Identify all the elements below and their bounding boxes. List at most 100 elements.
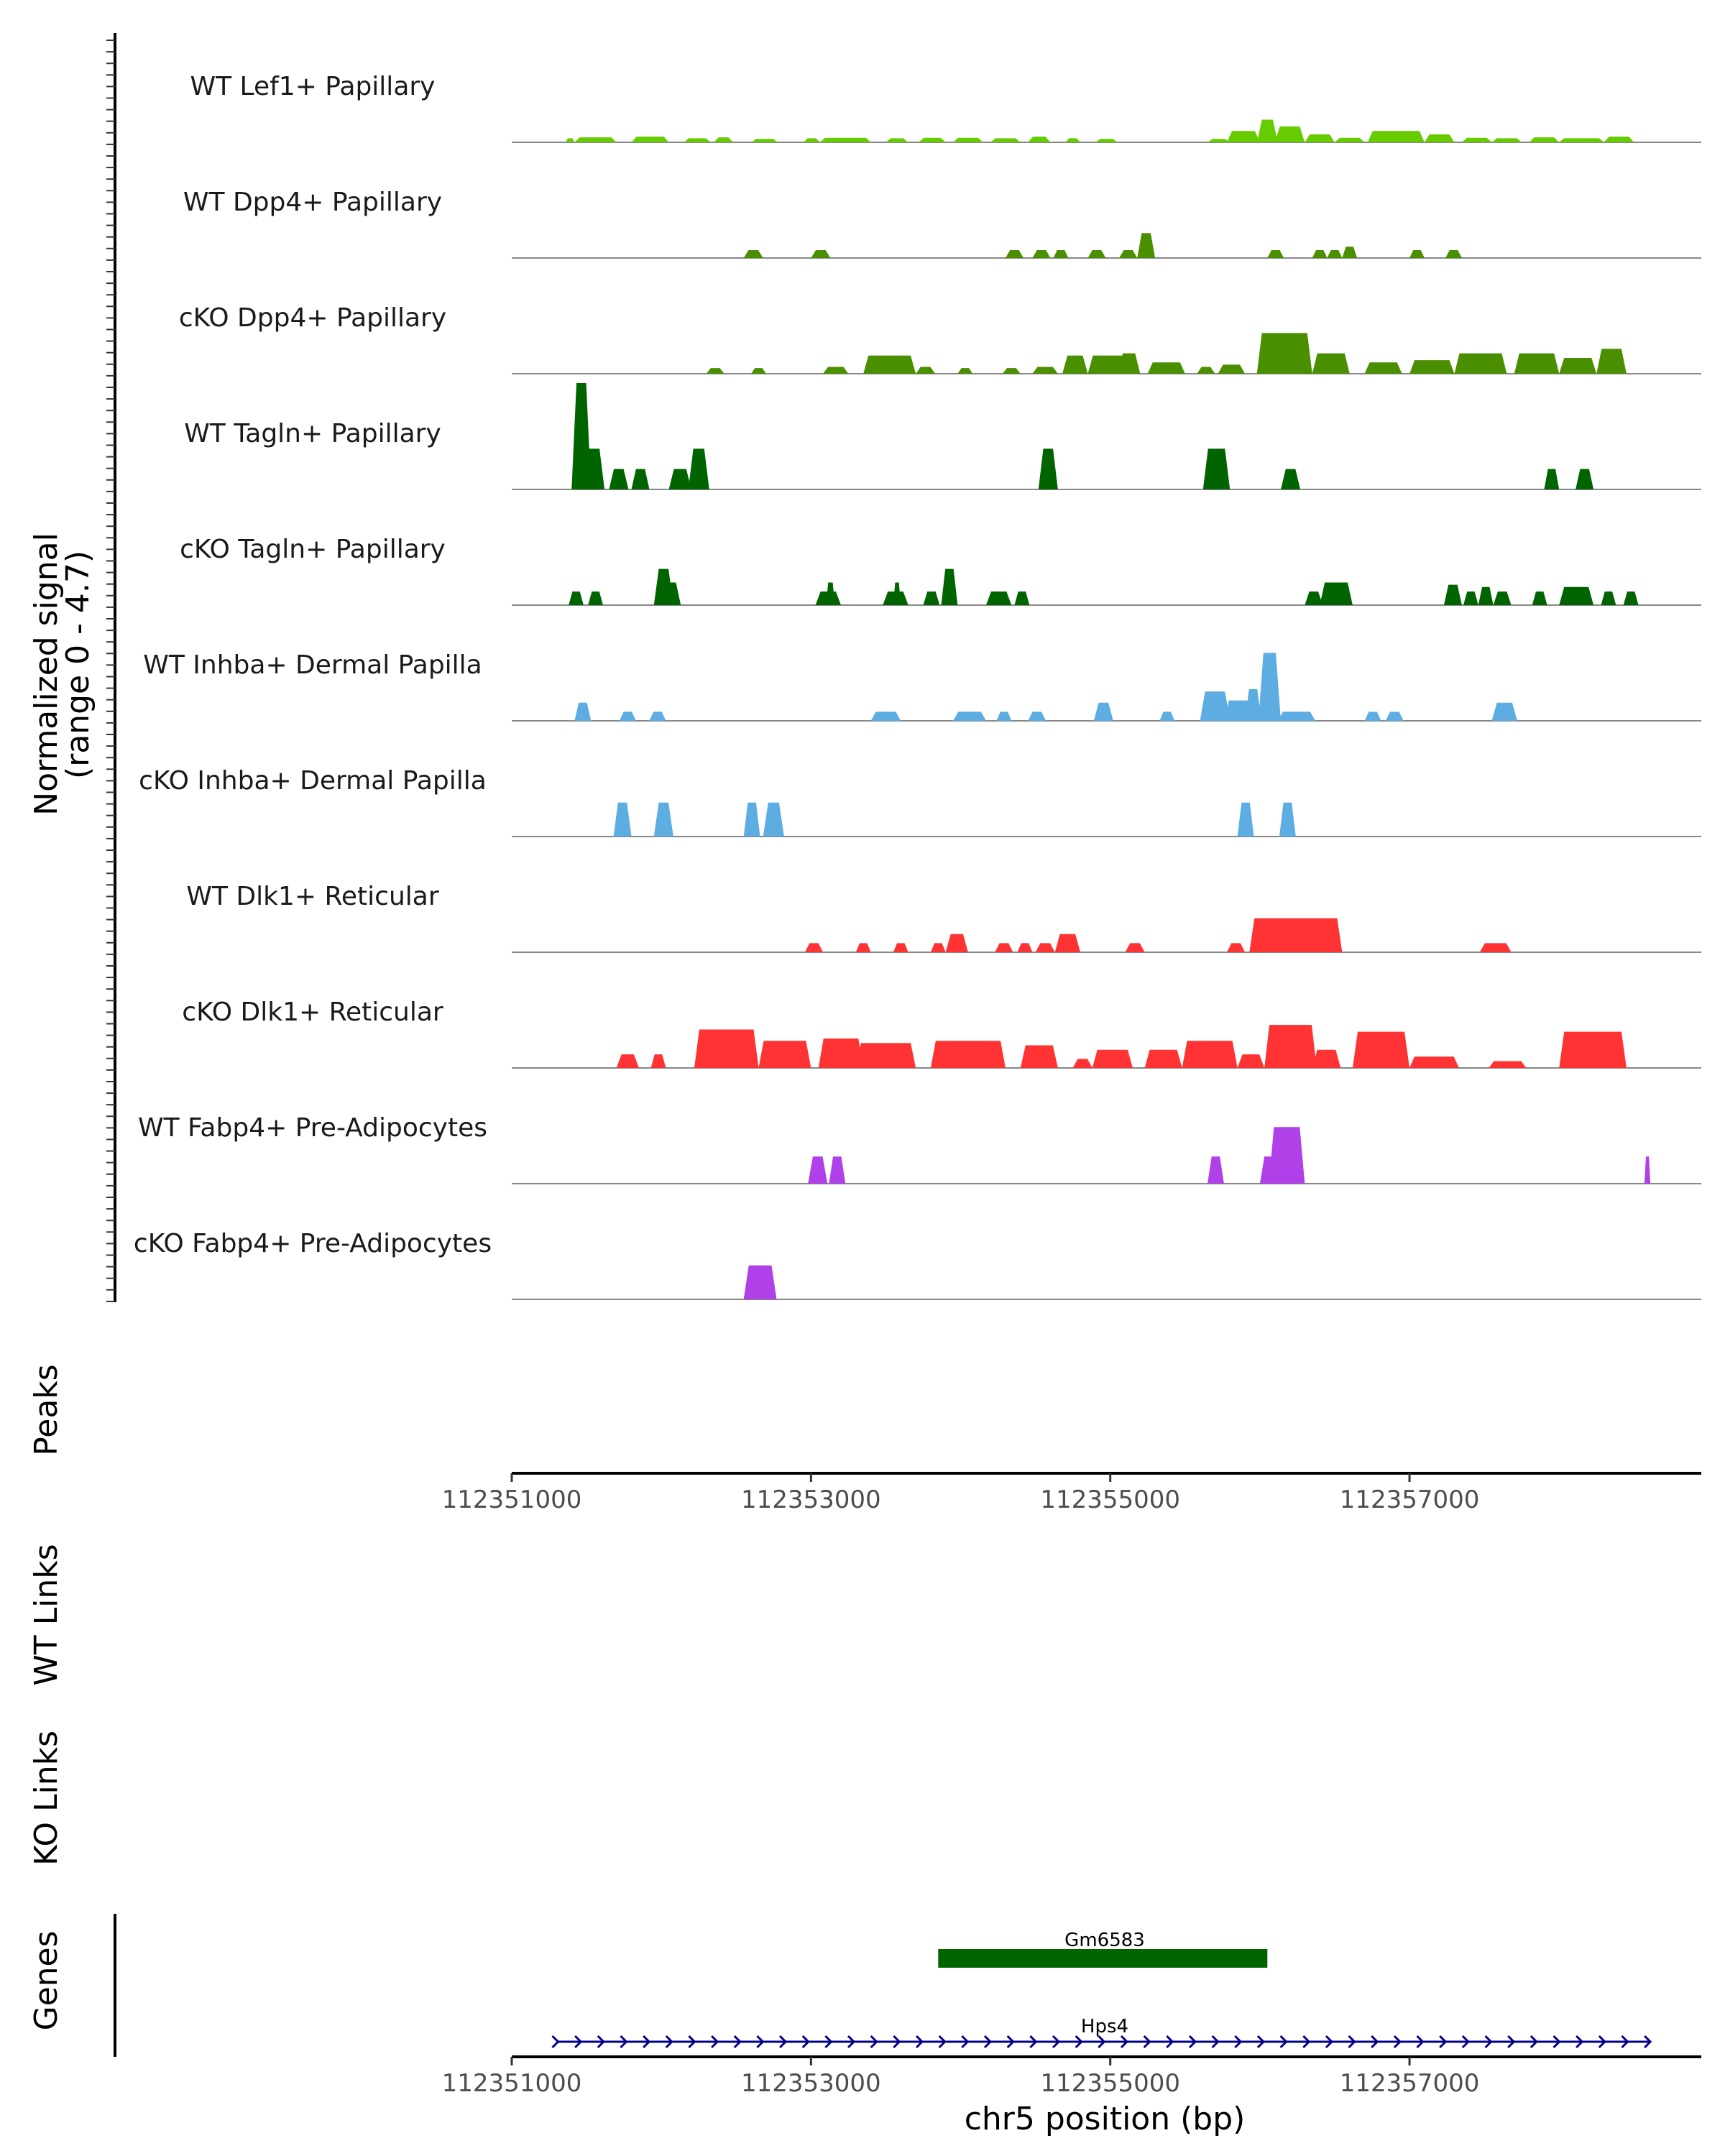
strand-arrow: [1348, 2035, 1356, 2049]
signal-peak: [893, 943, 908, 952]
track-0: WT Lef1+ Papillary: [190, 72, 1701, 143]
signal-peak: [616, 1054, 639, 1068]
signal-peak: [714, 137, 734, 142]
signal-peak: [1237, 1054, 1265, 1068]
signal-peak: [751, 368, 766, 374]
signal-peak: [1218, 364, 1246, 374]
signal-peak: [613, 802, 632, 837]
signal-y-ticks: [106, 40, 115, 1302]
signal-peak: [870, 711, 901, 721]
signal-peak: [1093, 702, 1113, 721]
signal-peak: [1491, 702, 1517, 721]
signal-peak: [811, 249, 831, 258]
signal-peak: [1461, 137, 1492, 142]
signal-peak: [1544, 469, 1560, 489]
signal-peak: [1065, 138, 1081, 142]
strand-arrow: [620, 2035, 628, 2049]
signal-peak: [805, 943, 824, 952]
signal-peak: [1514, 353, 1560, 374]
x-tick-label: 112355000: [1040, 2069, 1180, 2098]
strand-arrow: [1006, 2035, 1015, 2049]
strand-arrow: [1325, 2035, 1334, 2049]
track-label: cKO Dpp4+ Papillary: [179, 303, 446, 333]
signal-peak: [1385, 711, 1404, 721]
signal-peak: [941, 568, 958, 605]
signal-peak: [1256, 333, 1312, 374]
strand-arrow: [847, 2035, 856, 2049]
signal-peak: [1028, 711, 1046, 721]
signal-peak: [1249, 918, 1343, 952]
signal-peak: [1062, 355, 1088, 374]
signal-peak: [996, 711, 1012, 721]
signal-peak: [855, 1043, 916, 1068]
signal-peak: [818, 1038, 864, 1068]
signal-peak: [1119, 249, 1138, 258]
signal-peak: [930, 943, 946, 952]
signal-peak: [1559, 357, 1597, 374]
strand-arrow: [1598, 2035, 1606, 2049]
signal-peak: [1491, 138, 1522, 142]
signal-peak: [1364, 711, 1381, 721]
signal-peak: [990, 138, 1021, 142]
track-label: WT Dpp4+ Papillary: [183, 188, 442, 217]
signal-peak: [1002, 368, 1021, 374]
strand-arrow: [1120, 2035, 1129, 2049]
signal-peak: [694, 1029, 759, 1068]
strand-arrow: [688, 2035, 696, 2049]
strand-arrow: [1256, 2035, 1266, 2049]
strand-arrow: [778, 2035, 788, 2049]
signal-peak: [1277, 711, 1315, 721]
signal-peak: [1014, 591, 1030, 605]
strand-arrow: [1188, 2035, 1197, 2049]
signal-peak: [923, 591, 940, 605]
track-5: WT Inhba+ Dermal Papilla: [143, 650, 1701, 722]
signal-peak: [565, 138, 575, 142]
signal-peak: [1305, 591, 1323, 605]
signal-peak: [688, 448, 709, 489]
strand-arrow: [1393, 2035, 1402, 2049]
signal-peak: [1245, 688, 1261, 721]
signal-peak: [1095, 139, 1118, 142]
position-axis-top-ticks: 112351000 112353000 112355000 112357000: [442, 1473, 1480, 1514]
signal-peak: [1279, 802, 1296, 837]
signal-peak: [1140, 244, 1156, 258]
signal-peak: [1032, 249, 1051, 258]
strand-arrow: [1530, 2035, 1538, 2049]
strand-arrow: [643, 2035, 651, 2049]
x-tick-label: 112357000: [1340, 1485, 1480, 1514]
signal-peak: [1312, 249, 1328, 258]
strand-arrow: [665, 2035, 673, 2049]
strand-arrow: [1644, 2035, 1652, 2049]
strand-arrow: [1234, 2035, 1243, 2049]
gene-label: Gm6583: [1064, 1930, 1145, 1951]
signal-peak: [588, 591, 603, 605]
signal-peak: [1274, 126, 1305, 142]
signal-peak: [1334, 137, 1365, 142]
signal-peak: [919, 137, 946, 142]
signal-peak: [1017, 943, 1033, 952]
signal-peak: [1320, 582, 1353, 605]
signal-peak: [1342, 247, 1358, 258]
strand-arrow: [1507, 2035, 1516, 2049]
signal-peak: [1559, 586, 1594, 605]
signal-peak: [1269, 1127, 1305, 1184]
signal-peak: [1312, 1049, 1341, 1068]
track-label: WT Tagln+ Papillary: [184, 419, 441, 448]
strand-arrow: [1211, 2035, 1220, 2049]
signal-peak: [1623, 591, 1639, 605]
track-7: WT Dlk1+ Reticular: [186, 882, 1701, 953]
signal-peak: [1281, 469, 1301, 489]
strand-arrow: [1143, 2035, 1151, 2049]
signal-peak: [706, 368, 724, 374]
strand-arrow: [597, 2035, 605, 2049]
signal-peak: [1144, 1049, 1182, 1068]
signal-peak: [743, 249, 763, 258]
gene-label: Hps4: [1081, 2016, 1128, 2037]
track-label: WT Lef1+ Papillary: [190, 72, 436, 101]
signal-peak: [1478, 586, 1494, 605]
signal-peak: [1443, 584, 1462, 605]
signal-peak: [1147, 362, 1185, 374]
signal-peak: [953, 137, 983, 142]
signal-peak: [661, 582, 681, 605]
